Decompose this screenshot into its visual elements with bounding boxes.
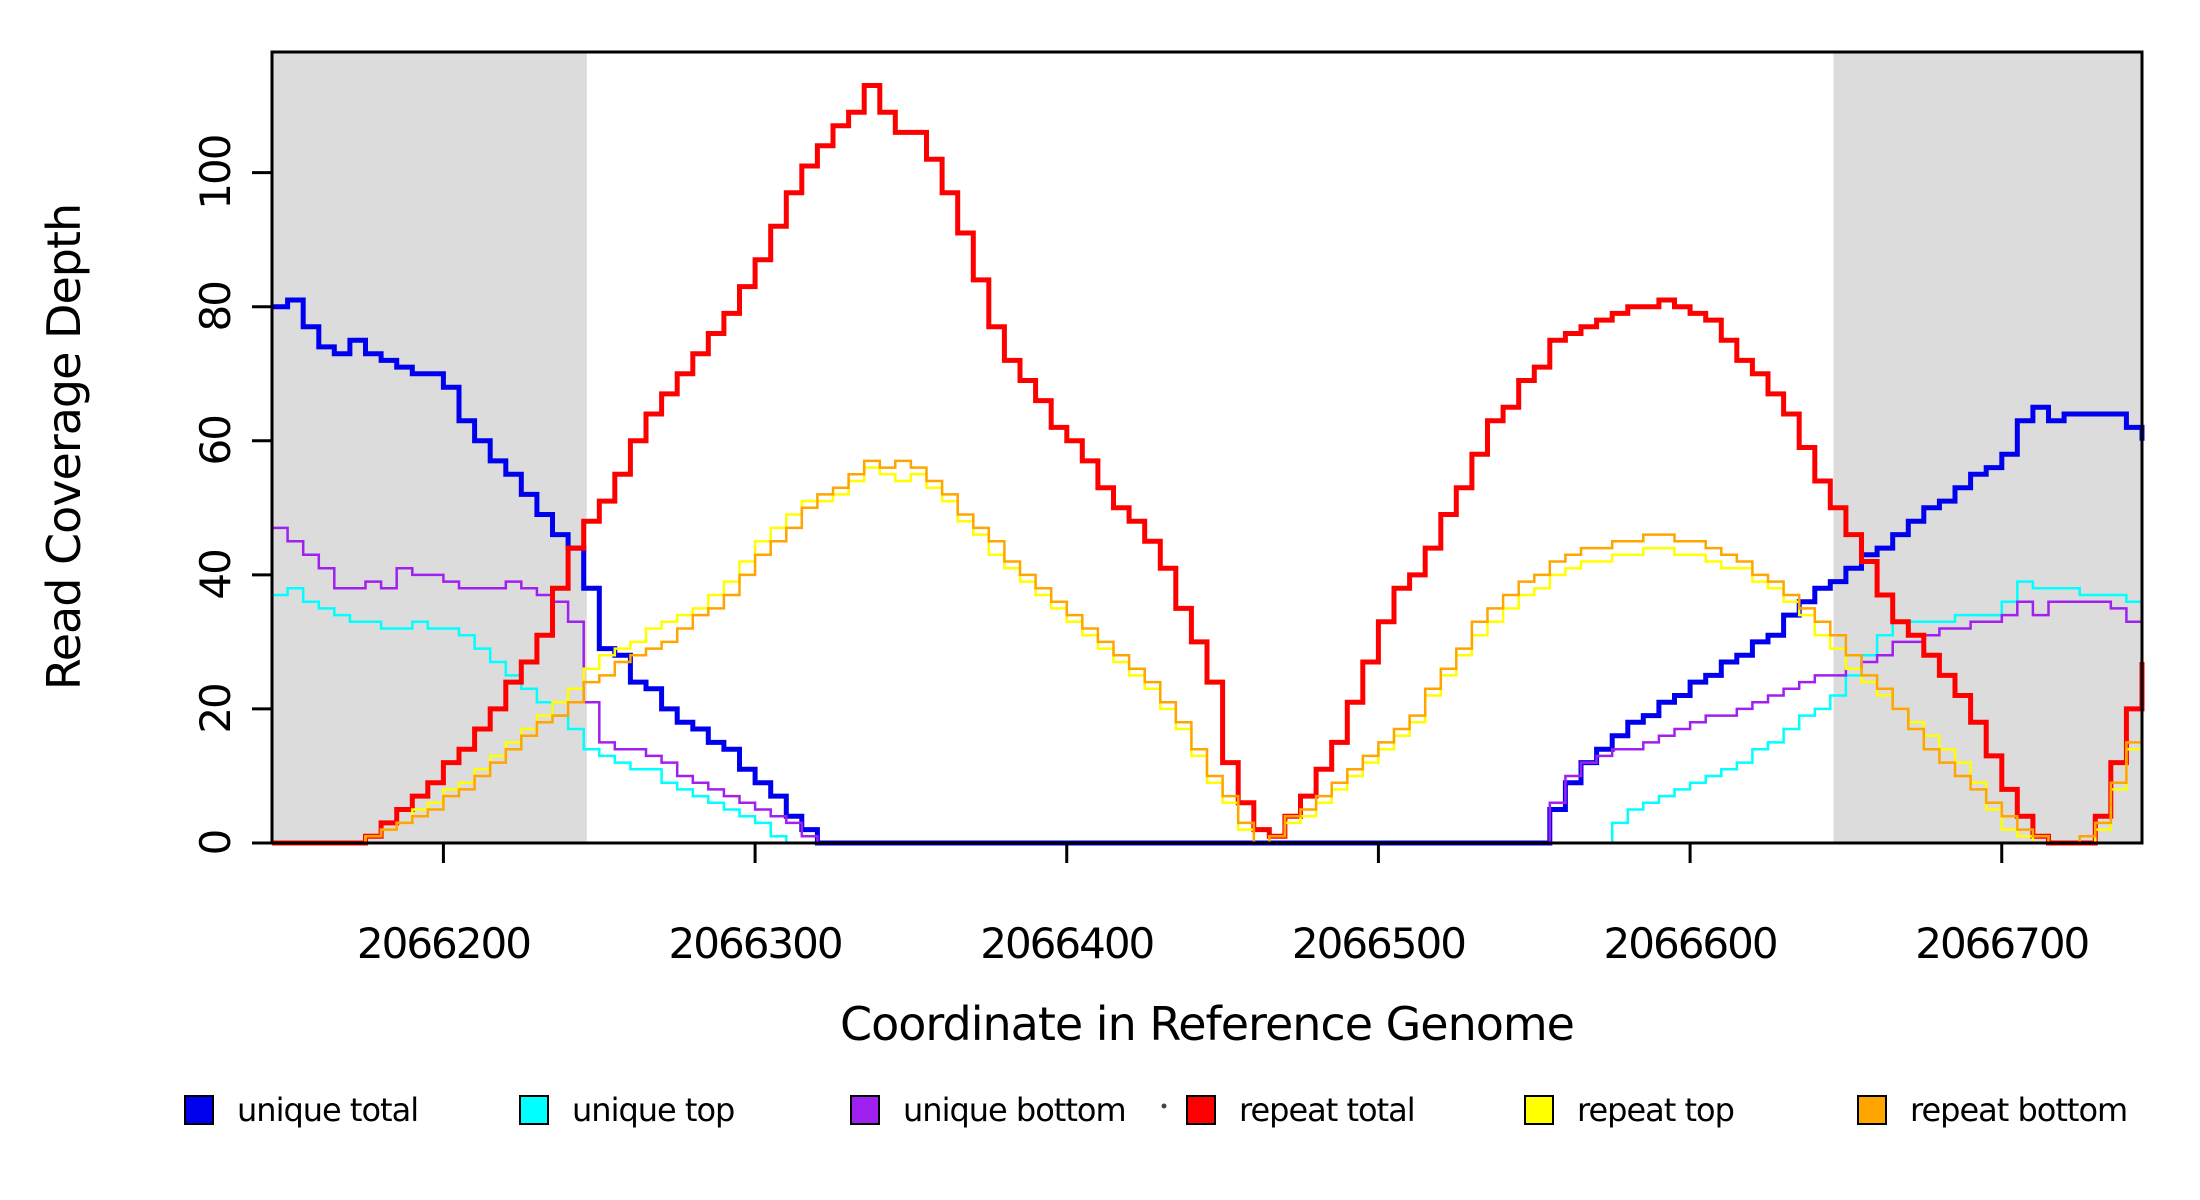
y-tick-label: 100: [191, 136, 240, 210]
legend-label: unique total: [237, 1091, 418, 1129]
legend-item-unique-bottom: unique bottom: [850, 1091, 1127, 1129]
x-tick-label: 2066300: [669, 919, 842, 968]
shaded-region-2: [1833, 52, 2142, 843]
legend-label: repeat top: [1577, 1091, 1734, 1129]
x-tick-label: 2066700: [1915, 919, 2088, 968]
x-axis-ticks: 2066200 2066300 2066400 2066500 2066600 20667…: [357, 843, 2090, 968]
legend-label: repeat bottom: [1910, 1091, 2127, 1129]
y-tick-label: 60: [191, 416, 240, 465]
x-tick-label: 2066600: [1604, 919, 1777, 968]
legend-label: unique bottom: [903, 1091, 1126, 1129]
legend-item-repeat-top: repeat top: [1524, 1091, 1735, 1129]
y-axis-ticks: 0 20 40 60 80 100: [191, 136, 272, 856]
plot-frame: [270, 50, 2144, 845]
y-tick-label: 80: [191, 282, 240, 331]
stray-mark: [1161, 1103, 1167, 1109]
legend-swatch-icon: [1524, 1095, 1554, 1125]
legend-swatch-icon: [850, 1095, 880, 1125]
y-tick-label: 0: [191, 831, 240, 856]
series-line-repeat-total: [272, 83, 2145, 846]
x-tick-label: 2066400: [980, 919, 1153, 968]
legend-swatch-icon: [519, 1095, 549, 1125]
legend-item-unique-total: unique total: [184, 1091, 419, 1129]
legend-item-unique-top: unique top: [519, 1091, 735, 1129]
y-axis-title: Read Coverage Depth: [37, 204, 91, 690]
legend-swatch-icon: [1857, 1095, 1887, 1125]
x-tick-label: 2066200: [357, 919, 530, 968]
shaded-regions: [272, 52, 2142, 843]
legend-label: repeat total: [1239, 1091, 1415, 1129]
x-tick-label: 2066500: [1292, 919, 1465, 968]
y-tick-label: 20: [191, 684, 240, 733]
x-axis-title: Coordinate in Reference Genome: [840, 997, 1574, 1051]
legend-swatch-icon: [1186, 1095, 1216, 1125]
series-line-repeat-bottom: [272, 459, 2144, 845]
shaded-region-1: [272, 52, 587, 843]
y-tick-label: 40: [191, 550, 240, 599]
legend-item-repeat-total: repeat total: [1186, 1091, 1416, 1129]
legend-label: unique top: [572, 1091, 734, 1129]
legend-swatch-icon: [184, 1095, 214, 1125]
legend-item-repeat-bottom: repeat bottom: [1857, 1091, 2128, 1129]
legend: unique total unique top unique bottom repea…: [184, 1091, 2128, 1129]
